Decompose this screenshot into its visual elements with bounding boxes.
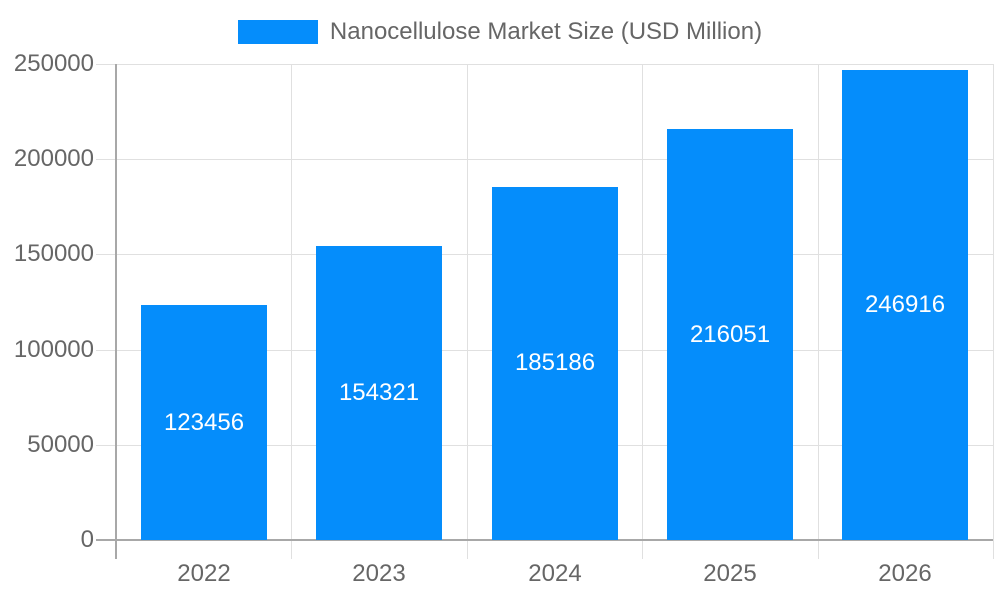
legend-swatch [237,20,318,44]
y-axis-tick-label: 250000 [13,50,94,77]
x-axis-tick-label: 2022 [177,560,231,587]
y-axis-tick-label: 150000 [13,240,94,267]
gridline-vertical [993,64,994,559]
bar-2025[interactable]: 216051 [667,129,793,540]
x-axis-line [96,539,993,541]
bar-2023[interactable]: 154321 [316,246,442,540]
gridline-horizontal [96,64,993,65]
bar-2026[interactable]: 246916 [842,70,968,540]
y-axis-tick-label: 0 [80,526,94,553]
bar-2024[interactable]: 185186 [492,187,618,540]
bar-value-label: 123456 [163,408,245,436]
bar-2022[interactable]: 123456 [141,305,267,540]
bar-value-label: 154321 [338,378,420,406]
y-axis-tick-label: 50000 [27,431,94,458]
bar-value-label: 246916 [864,291,946,319]
y-axis-tick-label: 200000 [13,145,94,172]
y-axis-tick-label: 100000 [13,336,94,363]
gridline-vertical [467,64,468,559]
x-axis-tick-label: 2023 [352,560,406,587]
bar-value-label: 185186 [514,349,596,377]
x-axis-tick-label: 2024 [528,560,582,587]
gridline-vertical [818,64,819,559]
x-axis-tick-label: 2025 [703,560,757,587]
chart-legend[interactable]: Nanocellulose Market Size (USD Million) [0,17,1000,47]
gridline-horizontal [96,159,993,160]
legend-label: Nanocellulose Market Size (USD Million) [329,18,763,45]
y-axis-line [115,64,117,559]
x-axis-tick-label: 2026 [878,560,932,587]
gridline-vertical [291,64,292,559]
gridline-vertical [642,64,643,559]
bar-value-label: 216051 [689,320,771,348]
